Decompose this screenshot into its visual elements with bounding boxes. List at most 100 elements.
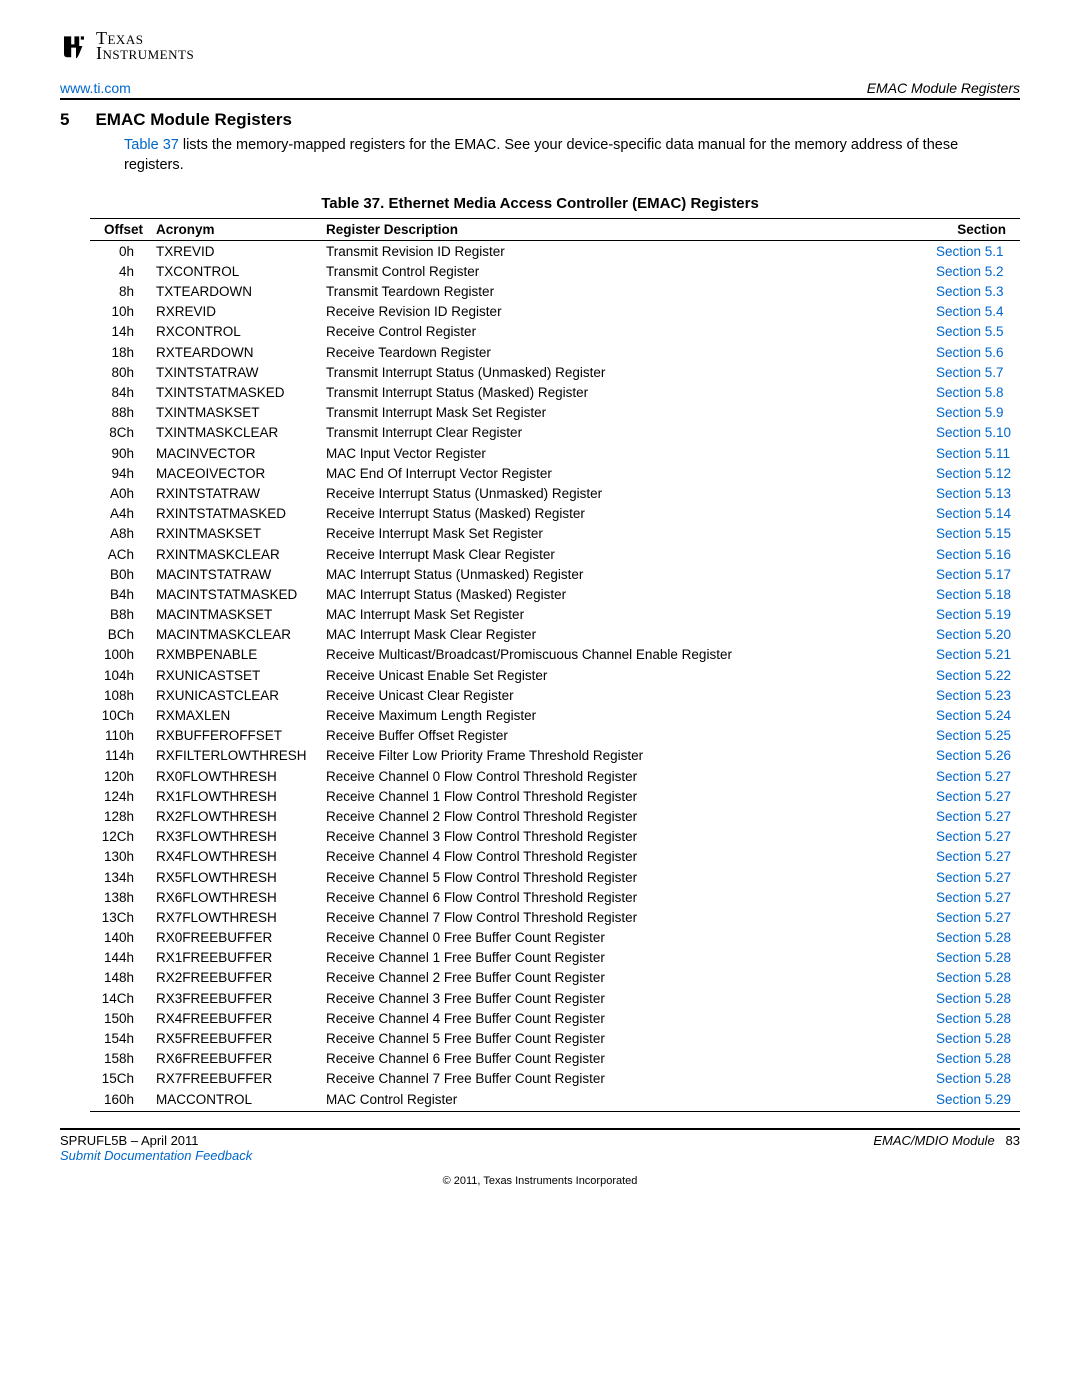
section-link[interactable]: Section 5.27 xyxy=(936,809,1011,824)
section-link[interactable]: Section 5.28 xyxy=(936,991,1011,1006)
table-row: 140hRX0FREEBUFFERReceive Channel 0 Free … xyxy=(90,928,1020,948)
cell-desc: Receive Control Register xyxy=(320,322,930,342)
cell-offset: ACh xyxy=(90,544,150,564)
section-link[interactable]: Section 5.9 xyxy=(936,405,1004,420)
section-link[interactable]: Section 5.27 xyxy=(936,789,1011,804)
cell-desc: Receive Channel 1 Free Buffer Count Regi… xyxy=(320,948,930,968)
cell-desc: Receive Buffer Offset Register xyxy=(320,726,930,746)
section-link[interactable]: Section 5.27 xyxy=(936,910,1011,925)
section-link[interactable]: Section 5.4 xyxy=(936,304,1004,319)
section-link[interactable]: Section 5.28 xyxy=(936,930,1011,945)
section-link[interactable]: Section 5.28 xyxy=(936,970,1011,985)
section-link[interactable]: Section 5.27 xyxy=(936,870,1011,885)
table-row: A4hRXINTSTATMASKEDReceive Interrupt Stat… xyxy=(90,504,1020,524)
section-link[interactable]: Section 5.26 xyxy=(936,748,1011,763)
section-link[interactable]: Section 5.28 xyxy=(936,1031,1011,1046)
cell-offset: 124h xyxy=(90,786,150,806)
intro-table-link[interactable]: Table 37 xyxy=(124,137,179,153)
cell-offset: 138h xyxy=(90,887,150,907)
section-link[interactable]: Section 5.21 xyxy=(936,647,1011,662)
section-link[interactable]: Section 5.12 xyxy=(936,466,1011,481)
section-heading: 5 EMAC Module Registers xyxy=(60,110,1020,130)
section-link[interactable]: Section 5.27 xyxy=(936,769,1011,784)
table-row: A8hRXINTMASKSETReceive Interrupt Mask Se… xyxy=(90,524,1020,544)
table-row: 80hTXINTSTATRAWTransmit Interrupt Status… xyxy=(90,362,1020,382)
cell-section: Section 5.11 xyxy=(930,443,1020,463)
cell-desc: Receive Channel 7 Flow Control Threshold… xyxy=(320,907,930,927)
section-link[interactable]: Section 5.16 xyxy=(936,547,1011,562)
cell-acronym: MACCONTROL xyxy=(150,1089,320,1111)
section-link[interactable]: Section 5.5 xyxy=(936,324,1004,339)
cell-desc: MAC Interrupt Status (Unmasked) Register xyxy=(320,564,930,584)
section-link[interactable]: Section 5.28 xyxy=(936,1051,1011,1066)
section-number: 5 xyxy=(60,110,69,130)
cell-desc: Transmit Interrupt Mask Set Register xyxy=(320,403,930,423)
table-row: 14ChRX3FREEBUFFERReceive Channel 3 Free … xyxy=(90,988,1020,1008)
cell-section: Section 5.28 xyxy=(930,988,1020,1008)
cell-section: Section 5.27 xyxy=(930,847,1020,867)
section-link[interactable]: Section 5.10 xyxy=(936,425,1011,440)
section-link[interactable]: Section 5.27 xyxy=(936,890,1011,905)
table-row: AChRXINTMASKCLEARReceive Interrupt Mask … xyxy=(90,544,1020,564)
section-link[interactable]: Section 5.3 xyxy=(936,284,1004,299)
table-row: 104hRXUNICASTSETReceive Unicast Enable S… xyxy=(90,665,1020,685)
cell-section: Section 5.15 xyxy=(930,524,1020,544)
cell-section: Section 5.23 xyxy=(930,685,1020,705)
footer-module: EMAC/MDIO Module xyxy=(873,1133,994,1148)
header-section-title: EMAC Module Registers xyxy=(867,80,1020,96)
section-link[interactable]: Section 5.15 xyxy=(936,526,1011,541)
section-link[interactable]: Section 5.27 xyxy=(936,829,1011,844)
cell-offset: 134h xyxy=(90,867,150,887)
table-row: B8hMACINTMASKSETMAC Interrupt Mask Set R… xyxy=(90,605,1020,625)
section-link[interactable]: Section 5.22 xyxy=(936,668,1011,683)
cell-acronym: RXINTMASKSET xyxy=(150,524,320,544)
section-link[interactable]: Section 5.24 xyxy=(936,708,1011,723)
cell-offset: B4h xyxy=(90,584,150,604)
section-link[interactable]: Section 5.18 xyxy=(936,587,1011,602)
table-row: BChMACINTMASKCLEARMAC Interrupt Mask Cle… xyxy=(90,625,1020,645)
cell-acronym: RXBUFFEROFFSET xyxy=(150,726,320,746)
section-link[interactable]: Section 5.2 xyxy=(936,264,1004,279)
section-link[interactable]: Section 5.7 xyxy=(936,365,1004,380)
page-header: www.ti.com EMAC Module Registers xyxy=(60,80,1020,100)
section-link[interactable]: Section 5.25 xyxy=(936,728,1011,743)
cell-desc: Receive Channel 1 Flow Control Threshold… xyxy=(320,786,930,806)
section-link[interactable]: Section 5.1 xyxy=(936,244,1004,259)
section-link[interactable]: Section 5.27 xyxy=(936,849,1011,864)
cell-section: Section 5.14 xyxy=(930,504,1020,524)
cell-acronym: MACINTSTATRAW xyxy=(150,564,320,584)
cell-desc: Receive Channel 6 Flow Control Threshold… xyxy=(320,887,930,907)
table-row: 90hMACINVECTORMAC Input Vector RegisterS… xyxy=(90,443,1020,463)
cell-section: Section 5.28 xyxy=(930,968,1020,988)
cell-section: Section 5.28 xyxy=(930,1069,1020,1089)
section-link[interactable]: Section 5.29 xyxy=(936,1092,1011,1107)
section-link[interactable]: Section 5.14 xyxy=(936,506,1011,521)
section-link[interactable]: Section 5.28 xyxy=(936,1071,1011,1086)
footer-feedback-link[interactable]: Submit Documentation Feedback xyxy=(60,1148,252,1163)
table-row: 0hTXREVIDTransmit Revision ID RegisterSe… xyxy=(90,241,1020,262)
section-link[interactable]: Section 5.6 xyxy=(936,345,1004,360)
cell-offset: 104h xyxy=(90,665,150,685)
header-url[interactable]: www.ti.com xyxy=(60,80,131,96)
section-link[interactable]: Section 5.8 xyxy=(936,385,1004,400)
section-link[interactable]: Section 5.13 xyxy=(936,486,1011,501)
section-link[interactable]: Section 5.28 xyxy=(936,950,1011,965)
cell-acronym: RXUNICASTCLEAR xyxy=(150,685,320,705)
section-link[interactable]: Section 5.11 xyxy=(936,446,1010,461)
cell-acronym: RX6FREEBUFFER xyxy=(150,1049,320,1069)
cell-offset: 84h xyxy=(90,382,150,402)
cell-desc: MAC Interrupt Mask Clear Register xyxy=(320,625,930,645)
cell-acronym: RX3FLOWTHRESH xyxy=(150,827,320,847)
cell-section: Section 5.1 xyxy=(930,241,1020,262)
cell-offset: B0h xyxy=(90,564,150,584)
section-link[interactable]: Section 5.28 xyxy=(936,1011,1011,1026)
cell-offset: B8h xyxy=(90,605,150,625)
cell-section: Section 5.18 xyxy=(930,584,1020,604)
section-link[interactable]: Section 5.23 xyxy=(936,688,1011,703)
section-link[interactable]: Section 5.19 xyxy=(936,607,1011,622)
cell-offset: 140h xyxy=(90,928,150,948)
section-link[interactable]: Section 5.20 xyxy=(936,627,1011,642)
cell-section: Section 5.19 xyxy=(930,605,1020,625)
cell-desc: Receive Interrupt Status (Masked) Regist… xyxy=(320,504,930,524)
section-link[interactable]: Section 5.17 xyxy=(936,567,1011,582)
